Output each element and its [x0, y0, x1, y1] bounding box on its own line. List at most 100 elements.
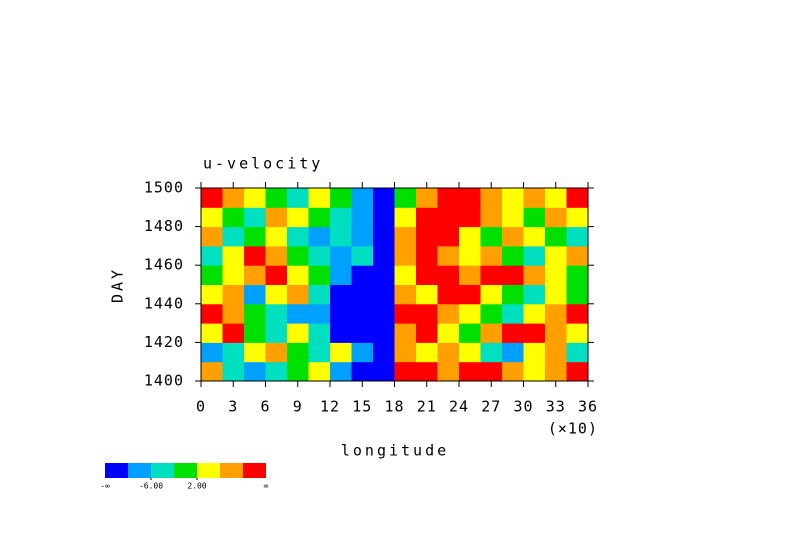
x-tick-label: 18 — [384, 398, 404, 416]
heatmap-cell — [502, 226, 524, 247]
heatmap-cell — [351, 323, 374, 343]
heatmap-cell — [265, 188, 288, 208]
heatmap-cell — [480, 323, 503, 343]
heatmap-cell — [459, 188, 481, 208]
heatmap-cell — [308, 226, 331, 247]
heatmap-cell — [222, 265, 245, 285]
heatmap-cell — [373, 265, 395, 285]
heatmap-cell — [330, 342, 352, 363]
heatmap-cell — [437, 245, 460, 266]
heatmap-cell — [502, 342, 524, 363]
heatmap-cell — [502, 303, 524, 324]
heatmap-cell — [287, 342, 309, 363]
heatmap-cell — [437, 284, 460, 305]
heatmap-cell — [523, 342, 546, 363]
heatmap-cell — [351, 265, 374, 285]
heatmap-cell — [523, 226, 546, 247]
colorbar-box — [128, 463, 151, 478]
heatmap-cell — [480, 342, 503, 363]
heatmap-cell — [351, 188, 374, 208]
heatmap-cell — [351, 207, 374, 228]
heatmap-cell — [330, 323, 352, 343]
x-scale-label: (×10) — [548, 420, 598, 438]
heatmap-cell — [480, 284, 503, 305]
x-tick-label: 3 — [228, 398, 238, 416]
heatmap-cell — [566, 342, 589, 363]
heatmap-cell — [394, 284, 417, 305]
heatmap-cell — [545, 188, 567, 208]
colorbar-label: 2.00 — [187, 482, 206, 491]
heatmap-cell — [502, 188, 524, 208]
heatmap-cell — [201, 226, 223, 247]
x-tick-label: 21 — [417, 398, 437, 416]
heatmap-cell — [566, 207, 589, 228]
heatmap-cell — [545, 342, 567, 363]
heatmap-cell — [373, 342, 395, 363]
y-tick-label: 1420 — [144, 333, 184, 351]
heatmap-cell — [459, 284, 481, 305]
heatmap-cell — [394, 361, 417, 382]
heatmap-cell — [545, 323, 567, 343]
heatmap-cell — [330, 361, 352, 382]
heatmap-cell — [351, 226, 374, 247]
heatmap-cell — [523, 207, 546, 228]
heatmap-cell — [523, 361, 546, 382]
heatmap-cell — [437, 188, 460, 208]
heatmap-cell — [523, 323, 546, 343]
heatmap-cell — [480, 188, 503, 208]
heatmap-cell — [330, 188, 352, 208]
heatmap-cell — [566, 265, 589, 285]
heatmap-cell — [287, 361, 309, 382]
heatmap-cell — [459, 323, 481, 343]
heatmap-cell — [545, 265, 567, 285]
y-tick-label: 1460 — [144, 256, 184, 274]
heatmap-cell — [566, 188, 589, 208]
heatmap-cell — [244, 323, 266, 343]
heatmap-cell — [351, 245, 374, 266]
heatmap-cell — [265, 226, 288, 247]
heatmap-cell — [459, 265, 481, 285]
heatmap-cell — [287, 265, 309, 285]
heatmap-cell — [566, 361, 589, 382]
heatmap-cell — [566, 245, 589, 266]
heatmap-cell — [416, 361, 438, 382]
heatmap-cell — [244, 226, 266, 247]
heatmap-cell — [308, 188, 331, 208]
heatmap-cell — [545, 284, 567, 305]
heatmap-cell — [373, 226, 395, 247]
heatmap-cell — [330, 245, 352, 266]
heatmap-cell — [480, 303, 503, 324]
y-tick-label: 1500 — [144, 179, 184, 197]
heatmap-cell — [330, 303, 352, 324]
heatmap-cell — [222, 303, 245, 324]
heatmap-cell — [201, 265, 223, 285]
heatmap-cell — [222, 245, 245, 266]
heatmap-cell — [459, 303, 481, 324]
heatmap-cell — [287, 226, 309, 247]
heatmap-cell — [459, 207, 481, 228]
heatmap-cell — [222, 284, 245, 305]
heatmap-cell — [416, 323, 438, 343]
x-tick-label: 0 — [196, 398, 206, 416]
heatmap-cell — [416, 245, 438, 266]
heatmap-cell — [287, 207, 309, 228]
heatmap-cell — [394, 265, 417, 285]
heatmap-cell — [394, 342, 417, 363]
heatmap-cell — [373, 207, 395, 228]
heatmap-cell — [265, 265, 288, 285]
heatmap-cell — [459, 342, 481, 363]
heatmap-cell — [437, 303, 460, 324]
colorbar-end-label: -∞ — [100, 482, 110, 491]
x-tick-label: 30 — [513, 398, 533, 416]
heatmap-cell — [308, 284, 331, 305]
heatmap-cell — [287, 245, 309, 266]
heatmap-cell — [545, 245, 567, 266]
heatmap-cell — [244, 265, 266, 285]
heatmap-cell — [523, 265, 546, 285]
heatmap-cell — [244, 245, 266, 266]
heatmap-cell — [265, 342, 288, 363]
heatmap-cell — [566, 323, 589, 343]
heatmap-cell — [545, 361, 567, 382]
heatmap-cell — [265, 207, 288, 228]
x-tick-label: 15 — [352, 398, 372, 416]
